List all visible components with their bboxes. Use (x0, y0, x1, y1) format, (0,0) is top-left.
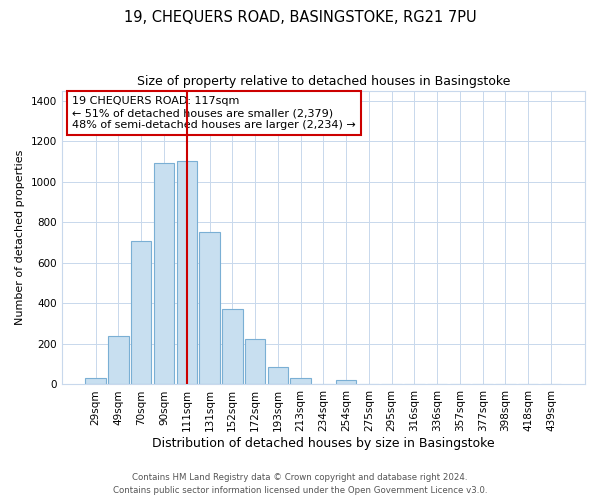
Bar (268, 367, 288, 384)
Bar (108, 336, 129, 384)
Y-axis label: Number of detached properties: Number of detached properties (15, 150, 25, 325)
Bar (154, 162, 174, 384)
Bar (176, 162, 197, 384)
Bar (245, 339, 265, 384)
Text: Contains HM Land Registry data © Crown copyright and database right 2024.
Contai: Contains HM Land Registry data © Crown c… (113, 474, 487, 495)
Bar (290, 378, 311, 384)
Bar (336, 380, 356, 384)
X-axis label: Distribution of detached houses by size in Basingstoke: Distribution of detached houses by size … (152, 437, 494, 450)
Bar (131, 240, 151, 384)
Text: 19, CHEQUERS ROAD, BASINGSTOKE, RG21 7PU: 19, CHEQUERS ROAD, BASINGSTOKE, RG21 7PU (124, 10, 476, 25)
Bar (222, 310, 242, 384)
Text: 19 CHEQUERS ROAD: 117sqm
← 51% of detached houses are smaller (2,379)
48% of sem: 19 CHEQUERS ROAD: 117sqm ← 51% of detach… (72, 96, 356, 130)
Bar (85, 378, 106, 384)
Title: Size of property relative to detached houses in Basingstoke: Size of property relative to detached ho… (137, 75, 510, 88)
Bar (199, 232, 220, 384)
